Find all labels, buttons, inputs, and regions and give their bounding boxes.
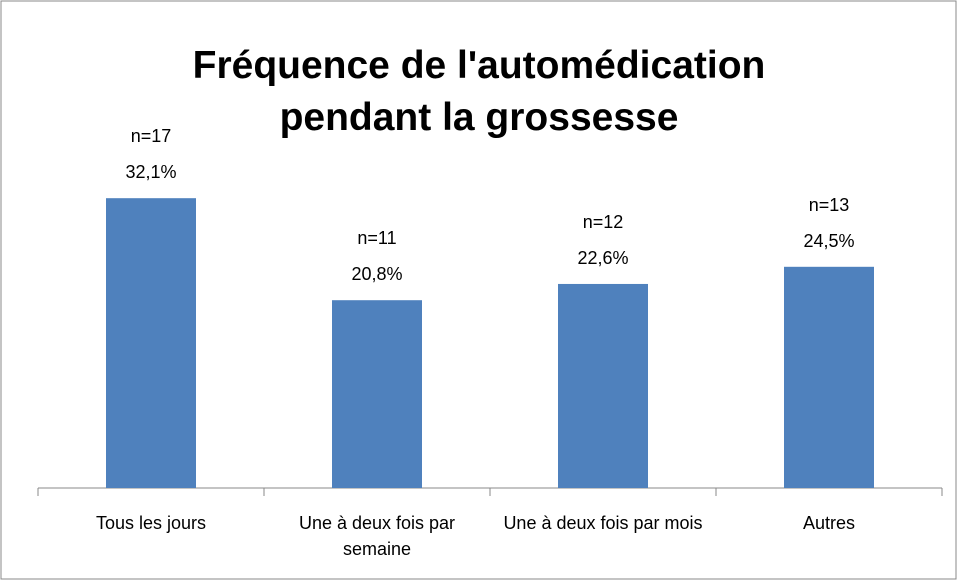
bar <box>332 300 422 488</box>
count-label: n=12 <box>583 212 624 232</box>
value-label: 32,1% <box>125 162 176 182</box>
x-tick-label: Autres <box>802 513 856 533</box>
count-label: n=13 <box>809 195 850 215</box>
value-label: 20,8% <box>351 264 402 284</box>
count-label: n=11 <box>357 228 396 248</box>
count-label: n=17 <box>131 126 172 146</box>
x-tick-label: Une à deux fois par semaine <box>298 513 456 559</box>
value-label: 22,6% <box>577 248 628 268</box>
bar <box>784 266 874 488</box>
value-label: 24,5% <box>803 231 854 251</box>
chart-title: Fréquence de l'automédication pendant la… <box>192 44 766 139</box>
x-tick-label: Tous les jours <box>95 513 207 533</box>
bar <box>558 283 648 488</box>
x-tick-label: Une à deux fois par mois <box>503 513 703 533</box>
bar <box>106 198 196 488</box>
